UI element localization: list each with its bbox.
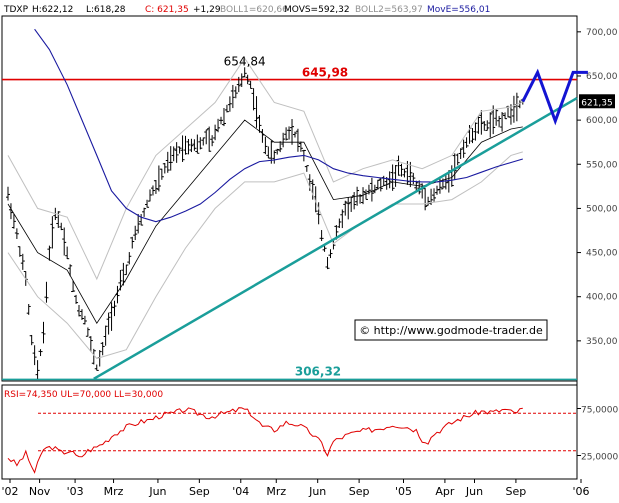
series-line-movs [7,119,523,324]
x-tick-label: Jun [308,485,326,498]
watermark-box [354,319,548,341]
header-low: L:618,28 [86,5,126,15]
y-tick-label: 650,00 [586,72,618,82]
x-tick-label: '06 [572,485,589,498]
last-price-label: 621,35 [581,98,613,108]
rsi-plot-frame [1,384,578,480]
y-tick-label: 450,00 [586,249,618,259]
series-line-move [34,28,523,223]
uptrend-line [93,96,578,380]
header-legend: TDXP H:622,12 L:618,28 C: 621,35 +1,29 B… [3,5,490,15]
series-line-boll2 [7,151,523,360]
resistance-label: 645,98 [302,66,348,80]
x-tick-label: Sep [506,485,527,498]
x-tick-label: Jun [465,485,483,498]
x-tick-label: '04 [232,485,249,498]
header-symbol: TDXP [3,5,29,15]
rsi-y-tick-label: 75,0000 [581,406,618,416]
x-tick-label: Nov [29,485,51,498]
y-tick-label: 550,00 [586,160,618,170]
x-tick-label: '05 [395,485,412,498]
peak-label: 654,84 [224,55,266,69]
header-change: +1,29 [193,5,221,15]
header-movs: MOVS=592,32 [284,5,350,15]
price-bars [6,67,525,379]
x-tick-label: Sep [349,485,370,498]
last-price-badge [579,94,615,109]
y-tick-label: 400,00 [586,293,618,303]
x-tick-label: '02 [1,485,18,498]
header-boll1: BOLL1=620,66 [220,5,288,15]
y-tick-label: 600,00 [586,116,618,126]
y-tick-label: 500,00 [586,204,618,214]
series-line-boll1 [7,57,523,281]
projection-path [521,68,588,126]
x-tick-label: '03 [67,485,84,498]
x-tick-label: Apr [435,485,455,498]
y-tick-label: 700,00 [586,28,618,38]
x-tick-label: Mrz [104,485,124,498]
header-move: MovE=556,01 [427,5,490,15]
header-close: C: 621,35 [145,5,189,15]
x-tick-label: Mrz [266,485,286,498]
rsi-panel: 25,0000 75,0000 [1,384,618,480]
header-boll2: BOLL2=563,97 [355,5,423,15]
support-label: 306,32 [295,364,341,378]
watermark-text: © http://www.godmode-trader.de [359,324,543,337]
x-tick-label: Sep [189,485,210,498]
header-high: H:622,12 [32,5,73,15]
rsi-y-tick-label: 25,0000 [581,453,618,463]
rsi-line [7,407,523,474]
rsi-panel-title: RSI=74,350 UL=70,000 LL=30,000 [4,390,163,400]
watermark: © http://www.godmode-trader.de [354,319,548,341]
x-tick-label: Jun [148,485,166,498]
y-tick-label: 350,00 [586,337,618,347]
